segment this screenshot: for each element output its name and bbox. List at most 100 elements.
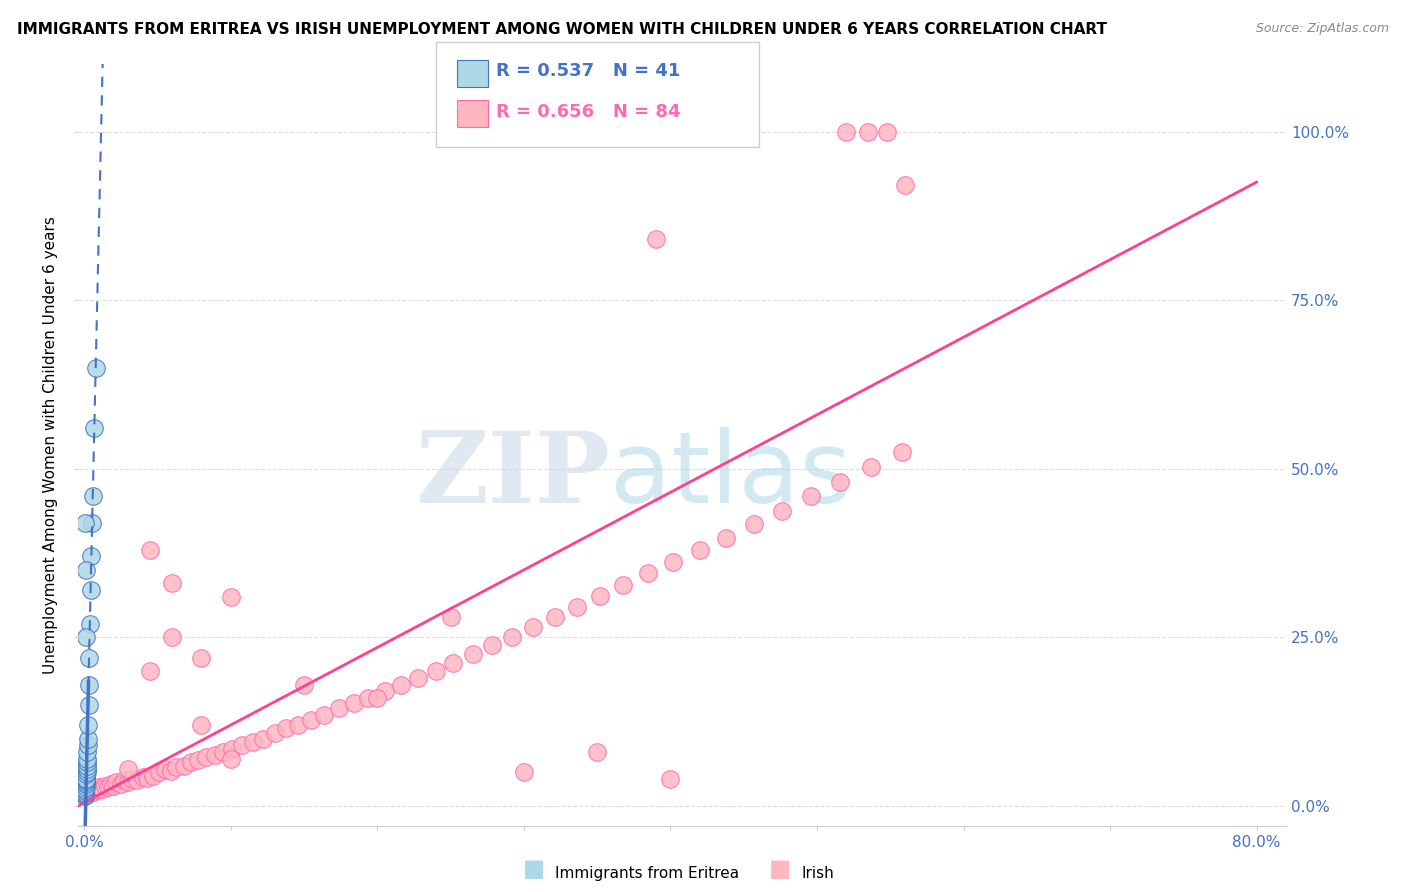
Point <box>83 782 105 797</box>
Point <box>73 785 96 799</box>
Point <box>75 563 97 577</box>
Text: R = 0.656   N = 84: R = 0.656 N = 84 <box>496 103 681 120</box>
Point <box>159 764 181 778</box>
Point <box>166 760 188 774</box>
Point <box>443 656 465 670</box>
Point <box>82 489 104 503</box>
Point <box>117 774 139 789</box>
Point <box>461 647 484 661</box>
Point <box>139 542 162 557</box>
Point <box>231 739 253 753</box>
Point <box>77 718 100 732</box>
Point <box>86 783 108 797</box>
Point <box>75 775 97 789</box>
Point <box>408 671 430 685</box>
Point <box>136 772 159 786</box>
Point <box>93 779 115 793</box>
Point <box>543 610 565 624</box>
Point <box>357 691 380 706</box>
Point <box>221 741 243 756</box>
Point <box>73 787 96 801</box>
Point <box>75 777 97 791</box>
Point <box>586 745 609 759</box>
Point <box>75 766 97 780</box>
Point <box>75 772 97 786</box>
Point <box>263 726 285 740</box>
Point <box>73 784 96 798</box>
Point <box>439 610 461 624</box>
Point <box>659 772 682 786</box>
Point <box>73 782 96 797</box>
Point <box>891 445 914 459</box>
Point <box>212 745 235 759</box>
Text: atlas: atlas <box>610 427 851 524</box>
Point <box>75 773 97 788</box>
Point <box>73 788 96 802</box>
Point <box>501 631 523 645</box>
Point <box>75 772 97 786</box>
Point <box>75 780 97 794</box>
Point <box>742 516 765 531</box>
Point <box>77 784 100 798</box>
Point <box>77 677 100 691</box>
Point <box>76 731 98 746</box>
Point <box>117 762 139 776</box>
Point <box>299 713 322 727</box>
Point <box>513 765 536 780</box>
Point <box>287 718 309 732</box>
Point <box>75 785 97 799</box>
Point <box>75 786 97 800</box>
Point <box>75 779 97 793</box>
Point <box>75 516 97 530</box>
Point <box>522 620 544 634</box>
Text: ZIP: ZIP <box>415 427 610 524</box>
Point <box>242 735 264 749</box>
Point <box>76 758 98 772</box>
Point <box>160 631 183 645</box>
Point <box>835 124 858 138</box>
Point <box>276 722 298 736</box>
Point <box>139 664 162 678</box>
Point <box>82 516 104 530</box>
Point <box>110 777 132 791</box>
Text: ■: ■ <box>523 857 546 881</box>
Point <box>194 750 217 764</box>
Point <box>160 576 183 591</box>
Point <box>75 769 97 783</box>
Point <box>343 697 366 711</box>
Point <box>148 765 170 780</box>
Point <box>894 178 917 193</box>
Text: ■: ■ <box>769 857 792 881</box>
Point <box>82 785 104 799</box>
Point <box>142 769 165 783</box>
Text: Irish: Irish <box>801 866 834 881</box>
Point <box>219 752 242 766</box>
Point <box>565 600 588 615</box>
Point <box>76 765 98 780</box>
Point <box>112 773 135 788</box>
Point <box>860 460 883 475</box>
Point <box>73 789 96 803</box>
Point <box>389 677 412 691</box>
Point <box>481 639 503 653</box>
Text: R = 0.537   N = 41: R = 0.537 N = 41 <box>496 62 681 80</box>
Point <box>121 772 143 786</box>
Point <box>75 780 97 794</box>
Point <box>103 779 125 793</box>
Point <box>190 718 212 732</box>
Point <box>637 566 659 581</box>
Point <box>75 631 97 645</box>
Text: Immigrants from Eritrea: Immigrants from Eritrea <box>555 866 740 881</box>
Point <box>75 775 97 789</box>
Text: IMMIGRANTS FROM ERITREA VS IRISH UNEMPLOYMENT AMONG WOMEN WITH CHILDREN UNDER 6 : IMMIGRANTS FROM ERITREA VS IRISH UNEMPLO… <box>17 22 1107 37</box>
Point <box>76 739 98 753</box>
Point <box>76 752 98 766</box>
Point <box>75 784 97 798</box>
Point <box>83 421 105 435</box>
Point <box>180 755 202 769</box>
Point <box>80 583 103 598</box>
Point <box>80 549 103 564</box>
Point <box>876 124 898 138</box>
Point <box>79 650 101 665</box>
Point <box>689 542 711 557</box>
